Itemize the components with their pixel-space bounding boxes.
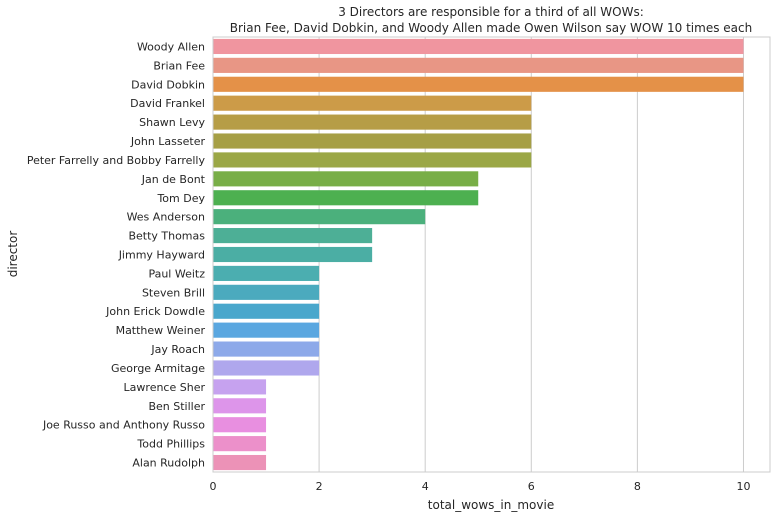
bar [213,114,532,130]
bar [213,398,267,414]
bar [213,38,744,55]
bar [213,57,744,73]
bar [213,209,426,225]
y-tick-label: Brian Fee [153,59,205,72]
y-tick-label: George Armitage [111,362,205,375]
bar [213,284,320,300]
bar [213,76,744,92]
y-tick-label: Steven Brill [142,286,205,299]
bar [213,436,267,452]
bar [213,228,373,244]
y-tick-label: Shawn Levy [139,116,205,129]
x-tick-label: 6 [528,480,535,493]
chart-title-line-1: 3 Directors are responsible for a third … [338,5,644,19]
x-tick-label: 10 [736,480,750,493]
plot-frame [212,36,771,473]
y-tick-label: Wes Anderson [127,211,205,224]
bar [213,246,373,263]
y-tick-label: Todd Phillips [136,438,205,451]
bar [213,190,479,206]
y-tick-labels: Woody Allen Brian Fee David Dobkin David Fr… [27,40,206,469]
y-tick-label: Ben Stiller [148,400,205,413]
y-tick-label: Lawrence Sher [124,381,206,394]
y-tick-label: Woody Allen [137,40,205,53]
y-tick-label: Matthew Weiner [116,324,206,337]
y-tick-label: Jay Roach [150,343,205,356]
bar [213,322,320,338]
bar [213,303,320,319]
bar [213,171,479,187]
y-tick-label: David Frankel [130,97,205,110]
y-tick-label: John Erick Dowdle [105,305,205,318]
bar [213,379,267,395]
y-tick-label: Jimmy Hayward [118,249,205,262]
x-tick-label: 2 [316,480,323,493]
y-tick-label: Joe Russo and Anthony Russo [42,419,205,432]
chart-title-line-2: Brian Fee, David Dobkin, and Woody Allen… [230,21,752,35]
y-tick-label: David Dobkin [131,78,205,91]
y-tick-label: Jan de Bont [141,173,206,186]
y-tick-label: Peter Farrelly and Bobby Farrelly [27,154,206,167]
y-tick-label: Alan Rudolph [132,457,205,470]
y-tick-label: John Lasseter [130,135,206,148]
bar [213,417,267,433]
x-tick-label: 8 [634,480,641,493]
bar [213,95,532,111]
bar [213,265,320,281]
bar [213,133,532,149]
bar [213,341,320,357]
y-tick-label: Tom Dey [156,192,205,205]
x-axis-label: total_wows_in_movie [428,498,554,512]
x-tick-label: 4 [422,480,429,493]
x-tick-label: 0 [210,480,217,493]
bars [213,38,744,471]
x-tick-labels: 0 2 4 6 8 10 [210,480,751,493]
bar [213,152,532,168]
bar [213,360,320,376]
y-tick-label: Betty Thomas [128,230,205,243]
y-tick-label: Paul Weitz [148,267,205,280]
y-axis-label: director [6,231,20,278]
bar [213,454,267,471]
